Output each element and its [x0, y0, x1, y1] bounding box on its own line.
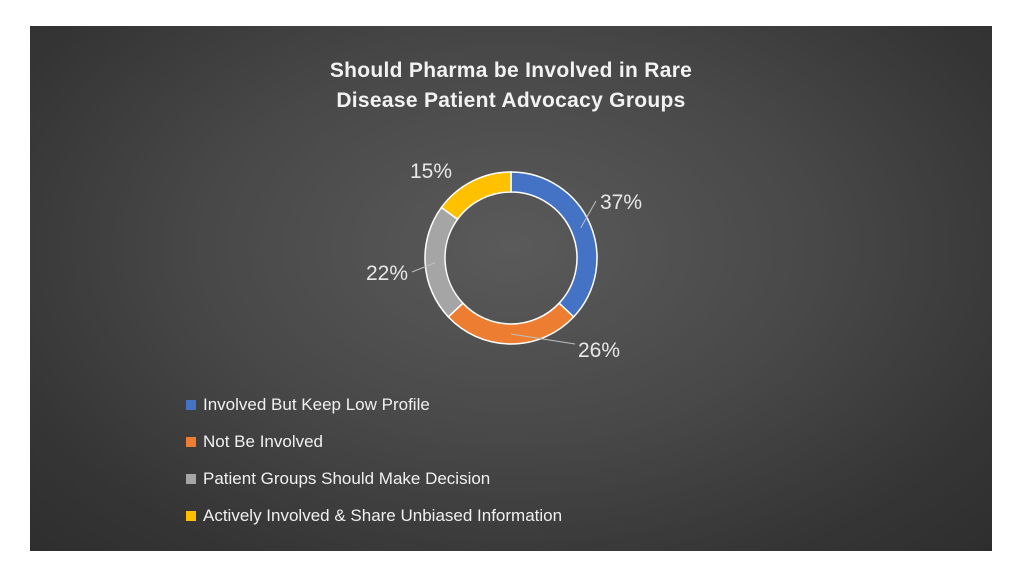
- leader-line: [411, 262, 436, 273]
- leader-line: [510, 333, 576, 345]
- legend-swatch: [186, 510, 196, 521]
- donut-slice-actively-involved-share-unbiased-information: [440, 171, 512, 221]
- legend-swatch: [186, 399, 196, 410]
- legend-swatch: [186, 436, 196, 447]
- donut-slice-not-be-involved: [447, 302, 575, 345]
- legend-swatch: [186, 473, 196, 484]
- chart-slide: Should Pharma be Involved in Rare Diseas…: [30, 26, 992, 551]
- legend-item-not-involved: Not Be Involved: [186, 423, 562, 460]
- legend-label: Involved But Keep Low Profile: [203, 394, 430, 414]
- donut-slice-patient-groups-should-make-decision: [424, 206, 464, 318]
- legend: Involved But Keep Low Profile Not Be Inv…: [186, 386, 562, 534]
- chart-title-line-1: Should Pharma be Involved in Rare: [329, 59, 693, 82]
- legend-item-patient-groups-decide: Patient Groups Should Make Decision: [186, 460, 562, 497]
- data-label-patient-groups-should-make-decision: 22%: [366, 262, 408, 285]
- chart-title-line-2: Disease Patient Advocacy Groups: [336, 89, 686, 112]
- chart-title: Should Pharma be Involved in Rare Diseas…: [30, 56, 992, 116]
- data-label-actively-involved-share-unbiased-information: 15%: [410, 160, 452, 183]
- leader-line: [580, 200, 597, 229]
- legend-item-involved-low-profile: Involved But Keep Low Profile: [186, 386, 562, 423]
- data-labels: 37% 26% 22% 15%: [366, 160, 642, 362]
- legend-label: Actively Involved & Share Unbiased Infor…: [203, 505, 563, 525]
- donut-slice-involved-but-keep-low-profile: [510, 171, 598, 318]
- leader-lines: [411, 200, 597, 345]
- donut-chart: 37% 26% 22% 15%: [366, 160, 642, 362]
- data-label-involved-but-keep-low-profile: 37%: [600, 191, 642, 214]
- legend-label: Patient Groups Should Make Decision: [203, 468, 491, 488]
- donut-slices: [424, 171, 598, 345]
- data-label-not-be-involved: 26%: [578, 339, 620, 362]
- legend-item-actively-involved: Actively Involved & Share Unbiased Infor…: [186, 497, 562, 534]
- legend-label: Not Be Involved: [203, 431, 324, 451]
